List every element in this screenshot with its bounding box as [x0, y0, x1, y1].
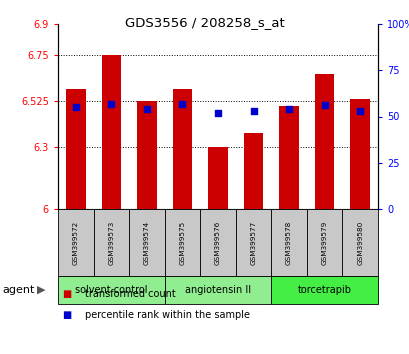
Bar: [58, 276, 164, 304]
Bar: [243, 133, 263, 209]
Text: GSM399575: GSM399575: [179, 221, 185, 265]
Bar: [314, 74, 334, 209]
Text: transformed count: transformed count: [84, 289, 175, 299]
Text: ■: ■: [62, 289, 71, 299]
Point: [356, 108, 363, 114]
Text: agent: agent: [2, 285, 34, 295]
Text: GSM399578: GSM399578: [285, 221, 291, 265]
Text: GSM399573: GSM399573: [108, 221, 114, 265]
Text: GSM399577: GSM399577: [250, 221, 256, 265]
Text: percentile rank within the sample: percentile rank within the sample: [84, 310, 249, 320]
Bar: [200, 209, 235, 276]
Text: torcetrapib: torcetrapib: [297, 285, 351, 295]
Bar: [342, 209, 377, 276]
Text: GSM399580: GSM399580: [356, 221, 362, 265]
Point: [143, 106, 150, 112]
Text: GDS3556 / 208258_s_at: GDS3556 / 208258_s_at: [125, 16, 284, 29]
Text: GSM399574: GSM399574: [144, 221, 150, 265]
Bar: [164, 209, 200, 276]
Text: ▶: ▶: [37, 285, 46, 295]
Text: GSM399579: GSM399579: [321, 221, 327, 265]
Bar: [271, 209, 306, 276]
Bar: [350, 99, 369, 209]
Bar: [164, 276, 271, 304]
Bar: [137, 101, 156, 209]
Bar: [271, 276, 377, 304]
Text: GSM399576: GSM399576: [214, 221, 220, 265]
Bar: [129, 209, 164, 276]
Bar: [101, 55, 121, 209]
Bar: [279, 106, 298, 209]
Point: [72, 104, 79, 110]
Point: [179, 101, 185, 107]
Text: angiotensin II: angiotensin II: [184, 285, 250, 295]
Point: [285, 106, 292, 112]
Point: [108, 101, 115, 107]
Bar: [66, 89, 85, 209]
Point: [249, 108, 256, 114]
Point: [321, 103, 327, 108]
Bar: [172, 89, 192, 209]
Bar: [58, 209, 93, 276]
Bar: [93, 209, 129, 276]
Text: ■: ■: [62, 310, 71, 320]
Bar: [235, 209, 271, 276]
Bar: [208, 147, 227, 209]
Text: GSM399572: GSM399572: [73, 221, 79, 265]
Bar: [306, 209, 342, 276]
Point: [214, 110, 221, 116]
Text: solvent control: solvent control: [75, 285, 147, 295]
